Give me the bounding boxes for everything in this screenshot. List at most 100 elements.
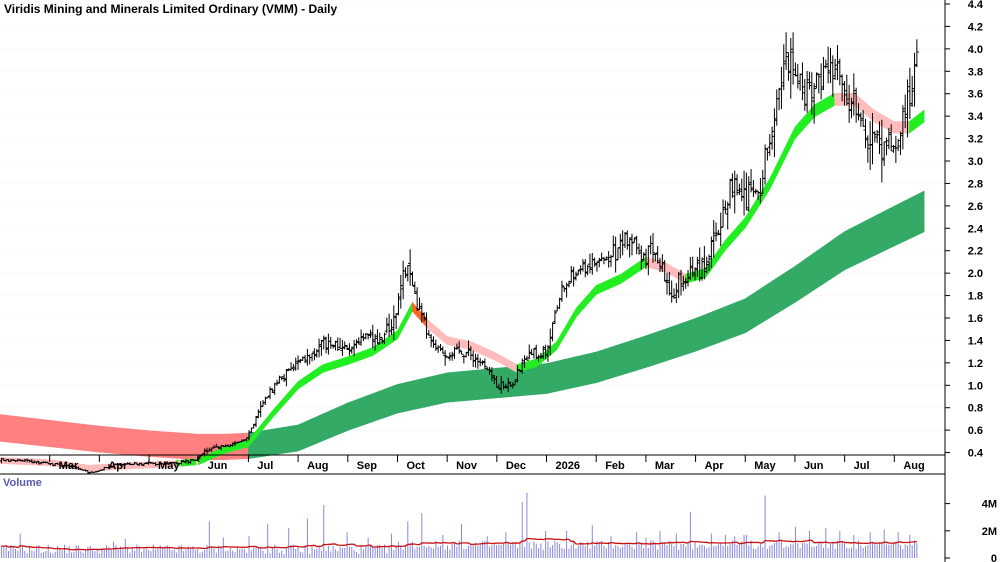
short-ma-segment xyxy=(623,270,627,283)
long-ma-segment xyxy=(267,429,272,456)
long-ma-segment xyxy=(767,282,771,320)
short-ma-segment xyxy=(347,355,351,365)
short-ma-segment xyxy=(367,348,371,358)
price-bar xyxy=(597,257,602,268)
long-ma-segment xyxy=(474,369,478,401)
long-ma-segment xyxy=(749,293,754,331)
short-ma-segment xyxy=(894,121,898,134)
long-ma-segment xyxy=(392,384,396,416)
long-ma-segment xyxy=(623,341,627,375)
long-ma-segment xyxy=(677,323,681,358)
price-bar xyxy=(569,266,574,284)
short-ma-segment xyxy=(821,98,826,113)
long-ma-segment xyxy=(747,295,751,332)
price-bar xyxy=(347,343,352,356)
month-tick-label: Jul xyxy=(257,460,273,472)
long-ma-segment xyxy=(166,431,170,459)
price-tick-label: 0.8 xyxy=(968,403,983,415)
price-bar xyxy=(338,337,343,350)
short-ma-segment xyxy=(476,343,480,354)
short-ma-segment xyxy=(461,339,465,349)
price-bar xyxy=(723,200,728,214)
long-ma-segment xyxy=(429,375,433,407)
price-bar xyxy=(891,144,896,153)
short-ma-segment xyxy=(799,117,803,134)
price-bar xyxy=(487,366,492,375)
price-bar xyxy=(389,319,394,335)
short-ma-segment xyxy=(628,266,632,279)
short-ma-segment xyxy=(213,450,217,459)
long-ma-segment xyxy=(412,380,416,411)
long-ma-segment xyxy=(459,371,463,402)
short-ma-segment xyxy=(605,279,609,291)
short-ma-segment xyxy=(387,335,391,347)
long-ma-segment xyxy=(377,390,381,421)
price-tick-label: 3.6 xyxy=(968,89,983,101)
month-tick-label: Nov xyxy=(456,460,478,472)
price-bar xyxy=(377,332,382,345)
price-bar xyxy=(767,134,772,156)
long-ma-segment xyxy=(312,416,316,446)
price-bar xyxy=(814,72,819,89)
price-bar xyxy=(375,329,380,345)
long-ma-segment xyxy=(66,422,70,450)
price-bar xyxy=(665,272,670,295)
short-ma-segment xyxy=(918,111,922,127)
price-tick-label: 3.8 xyxy=(968,66,983,78)
long-ma-segment xyxy=(74,422,78,451)
short-ma-segment xyxy=(603,280,607,292)
price-bar xyxy=(342,341,347,350)
short-ma-segment xyxy=(503,357,508,368)
price-bar xyxy=(627,237,632,258)
price-tick-label: 1.0 xyxy=(968,380,983,392)
price-bar xyxy=(823,59,828,69)
long-ma-segment xyxy=(821,244,826,286)
short-ma-segment xyxy=(464,339,468,350)
long-ma-segment xyxy=(667,326,672,361)
long-ma-segment xyxy=(168,431,172,459)
long-ma-segment xyxy=(538,363,542,395)
short-ma-segment xyxy=(449,336,453,346)
short-ma-segment xyxy=(620,271,624,284)
short-ma-segment xyxy=(613,276,617,288)
long-ma-segment xyxy=(829,239,833,281)
long-ma-segment xyxy=(297,423,301,452)
price-bar xyxy=(408,249,413,286)
long-ma-segment xyxy=(615,344,619,378)
short-ma-segment xyxy=(670,265,674,277)
long-ma-segment xyxy=(461,370,465,402)
short-ma-segment xyxy=(317,365,321,377)
long-ma-segment xyxy=(193,433,197,460)
long-ma-segment xyxy=(148,430,152,457)
long-ma-segment xyxy=(136,429,140,456)
short-ma-segment xyxy=(531,359,535,369)
price-bar xyxy=(781,44,786,91)
long-ma-segment xyxy=(876,213,880,255)
month-tick-label: May xyxy=(754,460,776,472)
short-ma-segment xyxy=(802,115,806,132)
short-ma-segment xyxy=(471,341,475,352)
long-ma-segment xyxy=(908,196,913,240)
long-ma-segment xyxy=(824,243,828,284)
short-ma-segment xyxy=(506,358,510,369)
price-bar xyxy=(429,334,434,348)
short-ma-segment xyxy=(817,101,821,116)
long-ma-segment xyxy=(598,350,602,383)
price-bar xyxy=(454,343,459,350)
long-ma-segment xyxy=(310,417,314,447)
long-ma-segment xyxy=(431,375,436,406)
month-tick-label: Apr xyxy=(108,460,128,472)
long-ma-segment xyxy=(151,430,155,458)
long-ma-segment xyxy=(496,367,500,399)
long-ma-segment xyxy=(347,401,351,431)
long-ma-segment xyxy=(118,427,123,455)
short-ma-segment xyxy=(369,347,373,357)
long-ma-segment xyxy=(638,337,642,371)
long-ma-segment xyxy=(717,308,721,344)
long-ma-segment xyxy=(725,305,729,341)
long-ma-segment xyxy=(916,193,920,236)
short-ma-segment xyxy=(362,349,366,360)
price-bar xyxy=(879,119,884,183)
long-ma-segment xyxy=(190,433,195,460)
short-ma-segment xyxy=(444,333,448,346)
